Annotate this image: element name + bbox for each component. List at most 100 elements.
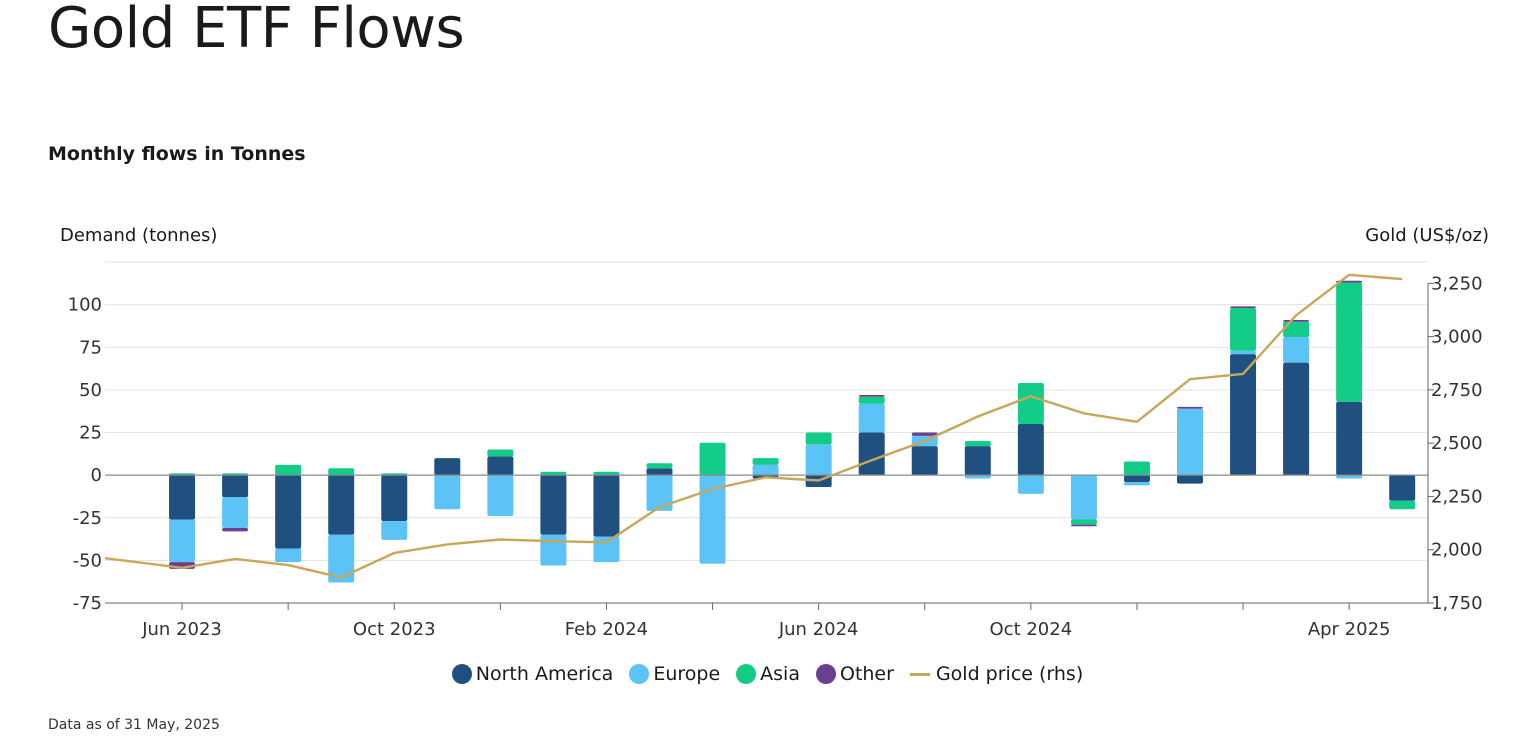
bar-asia: [1070, 519, 1097, 525]
bar-asia: [858, 396, 885, 404]
y-tick-label-left: -75: [73, 593, 102, 614]
bar-europe: [381, 521, 408, 540]
bar-north-america: [222, 475, 249, 498]
bar-north-america: [1017, 423, 1044, 476]
bar-europe: [328, 534, 355, 583]
other-swatch-icon: [815, 664, 836, 684]
legend-item-gold-price[interactable]: Gold price (rhs): [909, 663, 1084, 685]
x-tick-label: Apr 2025: [1308, 619, 1391, 640]
bar-europe: [1177, 408, 1203, 476]
legend-label-other: Other: [839, 663, 894, 685]
legend-label-europe: Europe: [653, 663, 721, 685]
bar-europe: [1230, 350, 1257, 355]
bar-europe: [593, 536, 620, 563]
bar-europe: [1070, 475, 1097, 520]
bar-asia: [275, 464, 302, 476]
y-tick-label-right: 2,500: [1431, 433, 1483, 454]
bar-asia: [487, 449, 514, 457]
y-tick-label-left: 0: [91, 465, 102, 486]
bar-europe: [275, 548, 302, 563]
x-tick-label: Jun 2024: [778, 619, 859, 640]
legend-item-asia[interactable]: Asia: [736, 663, 800, 685]
gold-price-swatch-icon: [909, 672, 930, 676]
legend-item-other[interactable]: Other: [815, 663, 894, 685]
y-tick-label-right: 2,750: [1431, 380, 1483, 401]
bar-europe: [805, 444, 832, 476]
bar-europe: [169, 519, 196, 563]
bar-north-america: [1283, 362, 1310, 476]
bar-other: [1230, 306, 1257, 309]
bar-north-america: [540, 475, 567, 535]
y-tick-label-right: 2,250: [1431, 486, 1483, 507]
bar-north-america: [964, 446, 991, 476]
bar-europe: [487, 475, 514, 517]
bar-other: [858, 394, 885, 397]
bar-asia: [964, 441, 991, 447]
europe-swatch-icon: [629, 664, 650, 684]
bar-asia: [1017, 383, 1044, 424]
bar-europe: [1017, 475, 1044, 494]
bar-north-america: [275, 475, 302, 549]
y-tick-label-right: 3,250: [1431, 273, 1483, 294]
bar-europe: [434, 475, 461, 510]
bar-other: [1070, 524, 1097, 527]
bar-asia: [593, 471, 620, 476]
bar-north-america: [1123, 475, 1150, 482]
north-america-swatch-icon: [451, 664, 472, 684]
bar-other: [911, 432, 938, 436]
x-tick-label: Jun 2023: [141, 619, 222, 640]
bar-europe: [646, 475, 673, 511]
bar-asia: [1230, 308, 1257, 351]
bar-asia: [699, 442, 726, 476]
bar-europe: [540, 534, 567, 566]
chart-legend: North America Europe Asia Other Gold pri…: [0, 663, 1535, 685]
bars-layer: [169, 280, 1416, 583]
bar-north-america: [169, 475, 196, 520]
bar-europe: [1336, 475, 1363, 479]
y-tick-label-left: 25: [79, 423, 102, 444]
legend-label-north-america: North America: [475, 663, 614, 685]
bar-asia: [752, 458, 779, 465]
y-axis-title-left: Demand (tonnes): [60, 225, 218, 246]
bar-europe: [1283, 337, 1310, 363]
x-tick-label: Oct 2023: [353, 619, 436, 640]
asia-swatch-icon: [736, 664, 757, 684]
y-tick-label-right: 3,000: [1431, 327, 1483, 348]
bar-north-america: [593, 475, 620, 537]
y-tick-label-left: 75: [79, 337, 102, 358]
bar-north-america: [646, 468, 673, 476]
gold-price-line: [104, 273, 1403, 579]
bar-asia: [1336, 282, 1363, 402]
legend-label-gold-price: Gold price (rhs): [935, 663, 1084, 685]
bar-asia: [1283, 321, 1310, 338]
bar-europe: [858, 403, 885, 433]
legend-item-north-america[interactable]: North America: [451, 663, 614, 685]
legend-label-asia: Asia: [760, 663, 800, 685]
x-tick-label: Oct 2024: [990, 619, 1073, 640]
bar-europe: [964, 475, 991, 479]
chart-subtitle: Monthly flows in Tonnes: [48, 143, 306, 165]
bar-europe: [1123, 481, 1150, 486]
page-title: Gold ETF Flows: [48, 0, 465, 61]
bar-asia: [540, 471, 567, 476]
bar-north-america: [1336, 401, 1363, 476]
y-tick-label-right: 2,000: [1431, 540, 1483, 561]
x-tick-label: Feb 2024: [565, 619, 648, 640]
bar-europe: [222, 497, 249, 528]
bar-asia: [646, 463, 673, 469]
y-tick-label-left: -25: [73, 508, 102, 529]
bar-north-america: [1389, 475, 1416, 501]
gold-price-layer: [104, 273, 1403, 579]
y-tick-label-left: 50: [79, 380, 102, 401]
data-footnote: Data as of 31 May, 2025: [48, 717, 220, 733]
y-tick-label-right: 1,750: [1431, 593, 1483, 614]
bar-north-america: [911, 446, 938, 476]
bar-north-america: [1230, 354, 1257, 476]
bar-north-america: [381, 475, 408, 522]
y-axis-title-right: Gold (US$/oz): [1365, 225, 1489, 246]
legend-item-europe[interactable]: Europe: [629, 663, 720, 685]
bar-north-america: [858, 432, 885, 476]
bar-other: [1283, 319, 1310, 322]
axis-layer: -75 -50 -25 0 25 50 75 100 1,750 2,000 2,250 2,500 2…: [68, 273, 1483, 640]
bar-europe: [752, 464, 779, 476]
